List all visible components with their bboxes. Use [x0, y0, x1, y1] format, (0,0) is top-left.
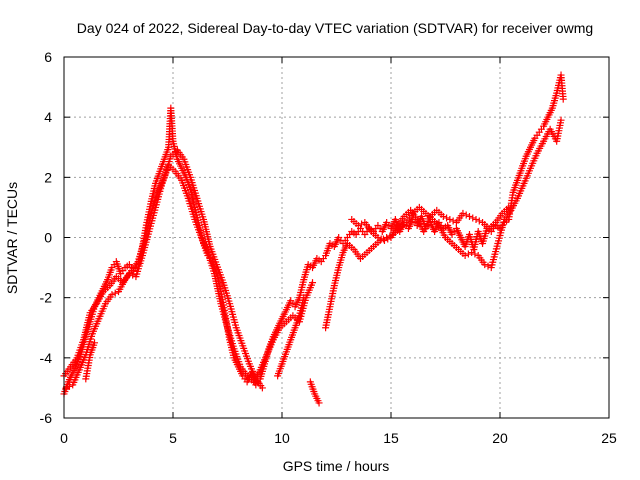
y-tick-labels: -6 -4 -2 0 2 4 6 — [40, 49, 53, 426]
y-tick-label: 6 — [44, 49, 52, 65]
data-point — [481, 261, 489, 269]
data-point — [384, 235, 392, 243]
data-point — [557, 116, 565, 124]
axis-ticks — [63, 56, 610, 419]
data-point — [439, 212, 447, 220]
x-tick-label: 25 — [601, 430, 617, 446]
y-tick-label: -4 — [40, 350, 53, 366]
data-point — [462, 211, 470, 219]
y-tick-label: 0 — [44, 230, 52, 246]
data-point — [315, 399, 323, 407]
data-point — [465, 212, 473, 220]
x-axis-label: GPS time / hours — [283, 458, 390, 474]
data-point — [300, 294, 308, 302]
data-point — [475, 217, 483, 225]
x-tick-label: 15 — [383, 430, 399, 446]
data-points — [60, 71, 567, 407]
data-point — [446, 215, 454, 223]
data-point — [464, 250, 472, 258]
data-point — [65, 382, 73, 390]
data-point — [559, 95, 567, 103]
x-tick-label: 20 — [492, 430, 508, 446]
data-point — [377, 235, 385, 243]
data-point — [380, 237, 388, 245]
chart-title: Day 024 of 2022, Sidereal Day-to-day VTE… — [77, 20, 593, 36]
data-point — [484, 262, 492, 270]
data-point — [461, 252, 469, 260]
data-point — [469, 214, 477, 222]
y-tick-label: 4 — [44, 109, 52, 125]
data-point — [358, 220, 366, 228]
data-point — [505, 203, 513, 211]
x-tick-labels: 0 5 10 15 20 25 — [60, 430, 617, 446]
y-axis-label: SDTVAR / TECUs — [4, 182, 20, 294]
y-tick-label: -6 — [40, 410, 53, 426]
data-point — [108, 291, 116, 299]
data-point — [459, 209, 467, 217]
x-tick-label: 0 — [60, 430, 68, 446]
data-point — [354, 221, 362, 229]
data-point — [472, 215, 480, 223]
y-tick-label: 2 — [44, 169, 52, 185]
data-point — [111, 289, 119, 297]
data-point — [258, 384, 266, 392]
data-point — [471, 250, 479, 258]
data-point — [468, 249, 476, 257]
x-tick-label: 10 — [274, 430, 290, 446]
data-point — [91, 339, 99, 347]
data-point — [309, 279, 317, 287]
data-point — [374, 234, 382, 241]
x-tick-label: 5 — [169, 430, 177, 446]
y-tick-label: -2 — [40, 290, 53, 306]
data-point — [449, 217, 457, 225]
data-point — [443, 214, 451, 222]
